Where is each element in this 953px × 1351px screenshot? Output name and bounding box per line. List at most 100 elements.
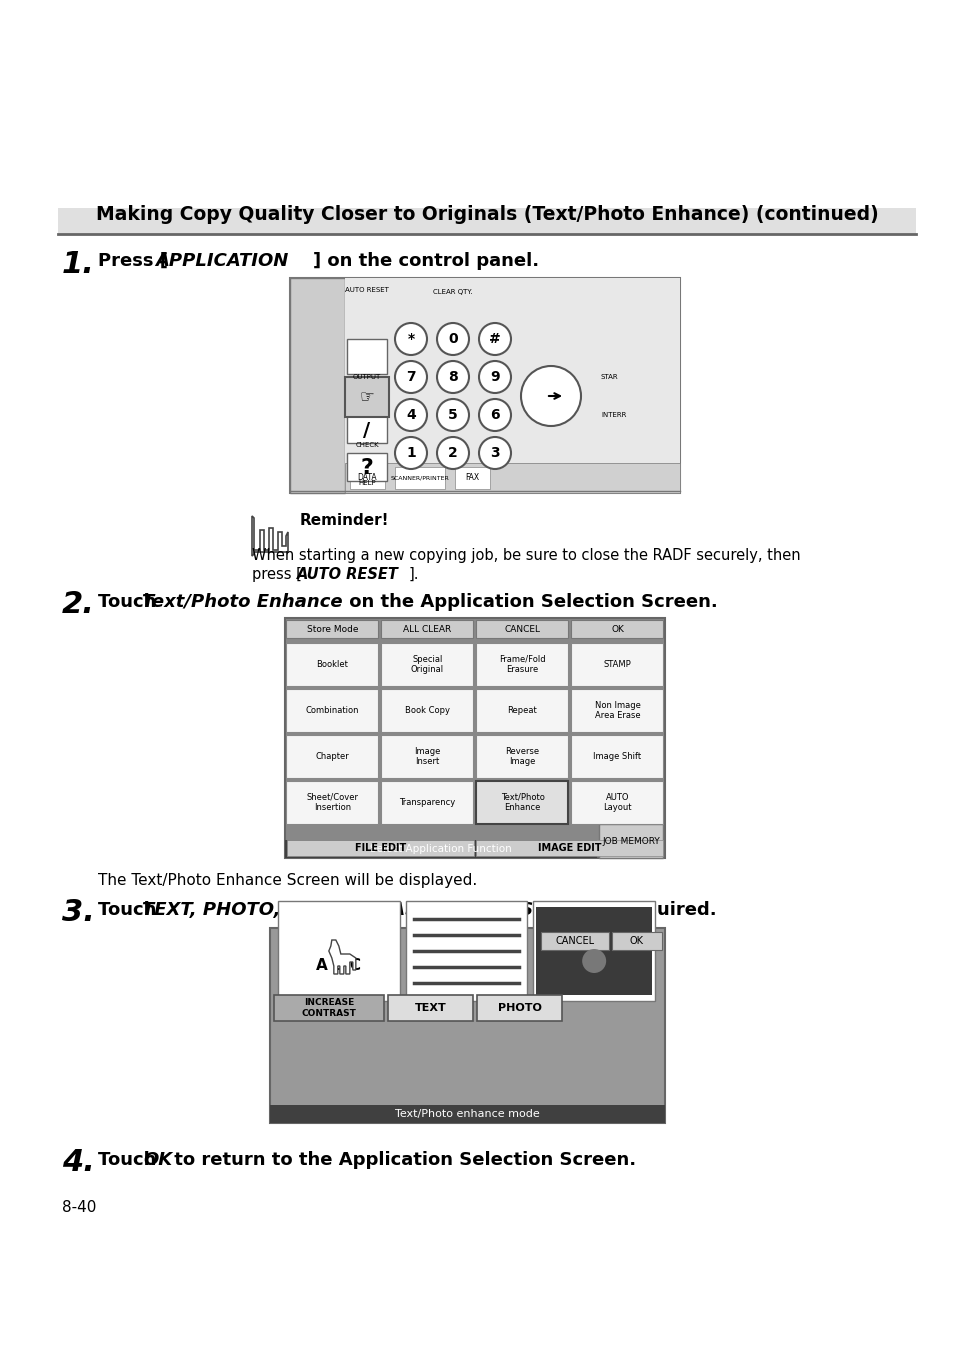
Text: The Text/Photo Enhance Screen will be displayed.: The Text/Photo Enhance Screen will be di… <box>98 873 476 888</box>
Bar <box>540 932 608 950</box>
Bar <box>347 339 387 374</box>
Text: 2: 2 <box>448 446 457 459</box>
Text: DATA: DATA <box>356 473 376 482</box>
Circle shape <box>436 323 469 355</box>
Text: AUTO
Layout: AUTO Layout <box>602 793 631 812</box>
Text: STAR: STAR <box>600 374 618 380</box>
Text: *: * <box>407 332 415 346</box>
Bar <box>274 994 384 1021</box>
Text: When starting a new copying job, be sure to close the RADF securely, then: When starting a new copying job, be sure… <box>252 549 800 563</box>
Text: Sheet/Cover
Insertion: Sheet/Cover Insertion <box>306 793 358 812</box>
Polygon shape <box>329 940 355 974</box>
Bar <box>476 840 662 857</box>
Bar <box>345 463 679 493</box>
Circle shape <box>395 436 427 469</box>
Text: Text/Photo Enhance: Text/Photo Enhance <box>142 593 342 611</box>
Text: Reminder!: Reminder! <box>299 513 389 528</box>
Bar <box>571 620 662 638</box>
Circle shape <box>581 948 605 973</box>
Text: Special
Original: Special Original <box>411 655 443 674</box>
Bar <box>345 278 679 493</box>
Bar <box>571 643 662 686</box>
Text: to return to the Application Selection Screen.: to return to the Application Selection S… <box>168 1151 636 1169</box>
Polygon shape <box>290 278 345 493</box>
Text: 6: 6 <box>490 408 499 422</box>
Bar <box>476 781 568 824</box>
Text: OUTPUT: OUTPUT <box>353 374 381 380</box>
Circle shape <box>395 399 427 431</box>
Bar <box>381 689 473 732</box>
Text: 1.: 1. <box>62 250 94 280</box>
Bar <box>455 467 490 489</box>
Text: 7: 7 <box>406 370 416 384</box>
Text: Press [: Press [ <box>98 253 168 270</box>
Bar <box>286 689 378 732</box>
Bar <box>476 643 568 686</box>
Text: INCREASE
CONTRAST: INCREASE CONTRAST <box>301 998 356 1017</box>
Text: Store Mode: Store Mode <box>307 624 358 634</box>
Circle shape <box>478 436 511 469</box>
Bar <box>476 735 568 778</box>
Circle shape <box>436 436 469 469</box>
Text: Image
Insert: Image Insert <box>414 747 440 766</box>
Bar <box>285 617 664 858</box>
Text: as required.: as required. <box>587 901 716 919</box>
Bar <box>58 208 915 234</box>
Bar <box>381 781 473 824</box>
Text: #: # <box>489 332 500 346</box>
Bar <box>612 932 661 950</box>
Text: Chapter: Chapter <box>315 753 349 761</box>
Text: Repeat: Repeat <box>507 707 537 715</box>
Text: Text/Photo enhance mode: Text/Photo enhance mode <box>395 1109 539 1119</box>
Text: TEXT: TEXT <box>415 1002 446 1013</box>
Text: Book Copy: Book Copy <box>405 707 450 715</box>
Text: 3.: 3. <box>62 898 94 927</box>
Bar <box>286 643 378 686</box>
Text: 5: 5 <box>448 408 457 422</box>
Text: Touch: Touch <box>98 593 162 611</box>
Text: OK: OK <box>143 1151 172 1169</box>
Text: CANCEL: CANCEL <box>555 936 594 946</box>
Text: CLEAR QTY.: CLEAR QTY. <box>433 289 473 295</box>
Text: JOB MEMORY: JOB MEMORY <box>601 836 659 846</box>
Bar <box>350 467 385 489</box>
Text: 4.: 4. <box>62 1148 94 1177</box>
Text: APPLICATION: APPLICATION <box>154 253 288 270</box>
Text: OK: OK <box>629 936 643 946</box>
Circle shape <box>520 366 580 426</box>
Bar <box>290 278 679 493</box>
Text: Non Image
Area Erase: Non Image Area Erase <box>594 701 639 720</box>
Bar <box>395 467 444 489</box>
Circle shape <box>436 399 469 431</box>
Text: STAMP: STAMP <box>603 661 631 669</box>
Text: A B C: A B C <box>316 958 361 974</box>
Text: 4: 4 <box>406 408 416 422</box>
Text: press [: press [ <box>252 567 301 582</box>
Bar <box>571 689 662 732</box>
Bar <box>277 901 399 1001</box>
Text: SCANNER/PRINTER: SCANNER/PRINTER <box>390 476 449 481</box>
Circle shape <box>478 399 511 431</box>
Text: FILE EDIT: FILE EDIT <box>355 843 406 852</box>
Text: ].: ]. <box>409 567 419 582</box>
Text: 8-40: 8-40 <box>62 1200 96 1215</box>
Bar <box>270 1105 664 1123</box>
Bar <box>347 415 387 443</box>
Circle shape <box>436 361 469 393</box>
Text: 9: 9 <box>490 370 499 384</box>
Text: OK: OK <box>611 624 623 634</box>
Text: CANCEL: CANCEL <box>504 624 540 634</box>
Text: 1: 1 <box>406 446 416 459</box>
Text: Text/Photo
Enhance: Text/Photo Enhance <box>500 793 544 812</box>
Text: AUTO RESET: AUTO RESET <box>296 567 398 582</box>
Text: HELP: HELP <box>357 480 375 486</box>
Text: or: or <box>294 901 328 919</box>
Text: CHECK: CHECK <box>355 442 378 449</box>
Bar <box>287 840 474 857</box>
Text: Reverse
Image: Reverse Image <box>505 747 539 766</box>
Circle shape <box>395 361 427 393</box>
Circle shape <box>478 323 511 355</box>
Text: TEXT, PHOTO,: TEXT, PHOTO, <box>142 901 280 919</box>
Polygon shape <box>252 516 288 557</box>
Bar <box>476 689 568 732</box>
